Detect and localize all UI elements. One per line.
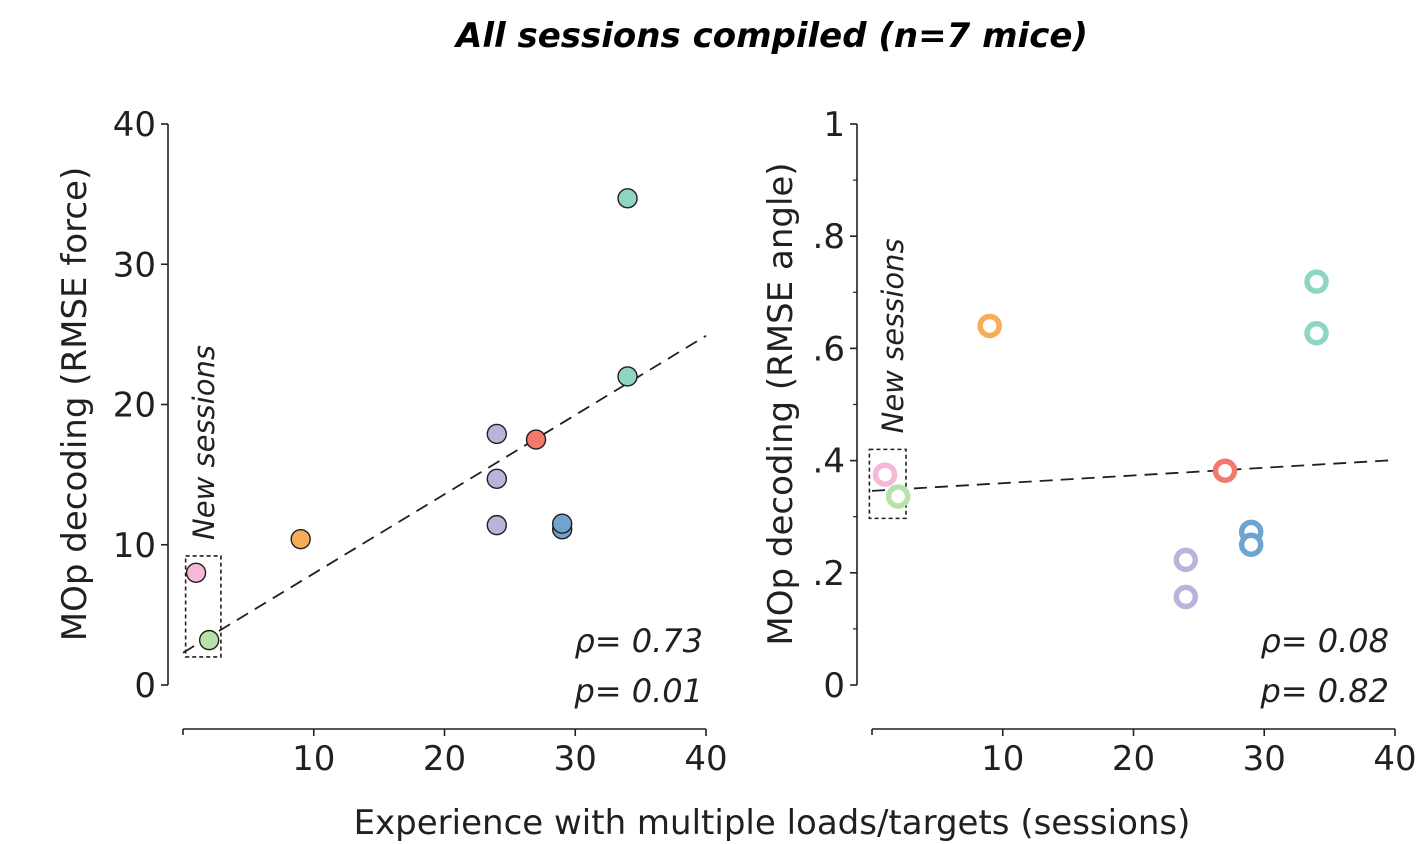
angle-fit-line — [871, 459, 1396, 492]
force-x-tick-label: 30 — [554, 739, 597, 779]
angle-data-point — [1238, 532, 1264, 557]
force-data-point — [525, 429, 547, 450]
angle-data-point — [1304, 269, 1329, 294]
force-panel: 0 10 20 30 40 10 20 30 40 MOp decoding (RMSE forc… — [55, 105, 728, 779]
force-new-sessions-box — [184, 555, 222, 658]
force-data-point — [617, 188, 638, 209]
angle-rho-stat: ρ= 0.08 — [1260, 622, 1389, 660]
force-data-point — [617, 366, 638, 387]
angle-y-tick-label: .8 — [813, 217, 845, 257]
force-rho-stat: ρ= 0.73 — [574, 622, 703, 660]
angle-panel: 0 .2 .4 .6 .8 1 10 20 30 40 MOp decoding (RMSE ang… — [761, 105, 1417, 779]
angle-y-tick-label: .6 — [813, 329, 845, 369]
angle-y-tick-label: 1 — [823, 105, 845, 145]
force-data-point — [486, 423, 507, 445]
angle-data-point — [885, 484, 911, 509]
force-y-tick-label: 30 — [113, 245, 156, 285]
force-data-point — [185, 562, 207, 583]
angle-y-tick-label: 0 — [823, 666, 845, 706]
force-y-tick-label: 0 — [134, 666, 156, 706]
force-x-tick-label: 40 — [684, 739, 727, 779]
angle-x-tick-label: 10 — [981, 739, 1024, 779]
force-data-point — [290, 528, 311, 550]
angle-data-point — [1173, 547, 1199, 573]
force-y-tick-label: 20 — [113, 386, 156, 426]
angle-x-tick-label: 40 — [1373, 739, 1416, 779]
angle-x-tick-label: 20 — [1112, 739, 1155, 779]
angle-data-point — [872, 462, 898, 487]
force-p-stat: p= 0.01 — [573, 672, 703, 710]
angle-new-sessions-box — [868, 448, 907, 520]
force-fit-line — [182, 335, 707, 654]
force-data-point — [198, 629, 220, 651]
angle-data-point — [1212, 458, 1238, 483]
figure-title: All sessions compiled (n=7 mice) — [453, 16, 1088, 56]
angle-y-tick-label: .4 — [813, 442, 845, 482]
shared-x-axis-label: Experience with multiple loads/targets (… — [354, 803, 1191, 843]
force-data-point — [486, 514, 507, 536]
angle-x-tick-label: 30 — [1243, 739, 1286, 779]
force-data-point — [551, 513, 573, 534]
force-data-point — [486, 468, 507, 490]
force-new-sessions-label: New sessions — [187, 345, 221, 540]
angle-y-tick-label: .2 — [813, 554, 845, 594]
force-y-tick-label: 10 — [113, 526, 156, 566]
angle-data-point — [1173, 584, 1199, 610]
angle-new-sessions-label: New sessions — [876, 238, 910, 433]
force-y-tick-label: 40 — [113, 105, 156, 145]
angle-data-point — [977, 313, 1002, 339]
force-y-axis-label: MOp decoding (RMSE force) — [55, 167, 95, 641]
force-x-tick-label: 20 — [423, 739, 466, 779]
angle-p-stat: p= 0.82 — [1259, 672, 1389, 710]
angle-y-axis-label: MOp decoding (RMSE angle) — [761, 162, 801, 645]
force-x-tick-label: 10 — [292, 739, 335, 779]
angle-data-point — [1304, 321, 1329, 346]
